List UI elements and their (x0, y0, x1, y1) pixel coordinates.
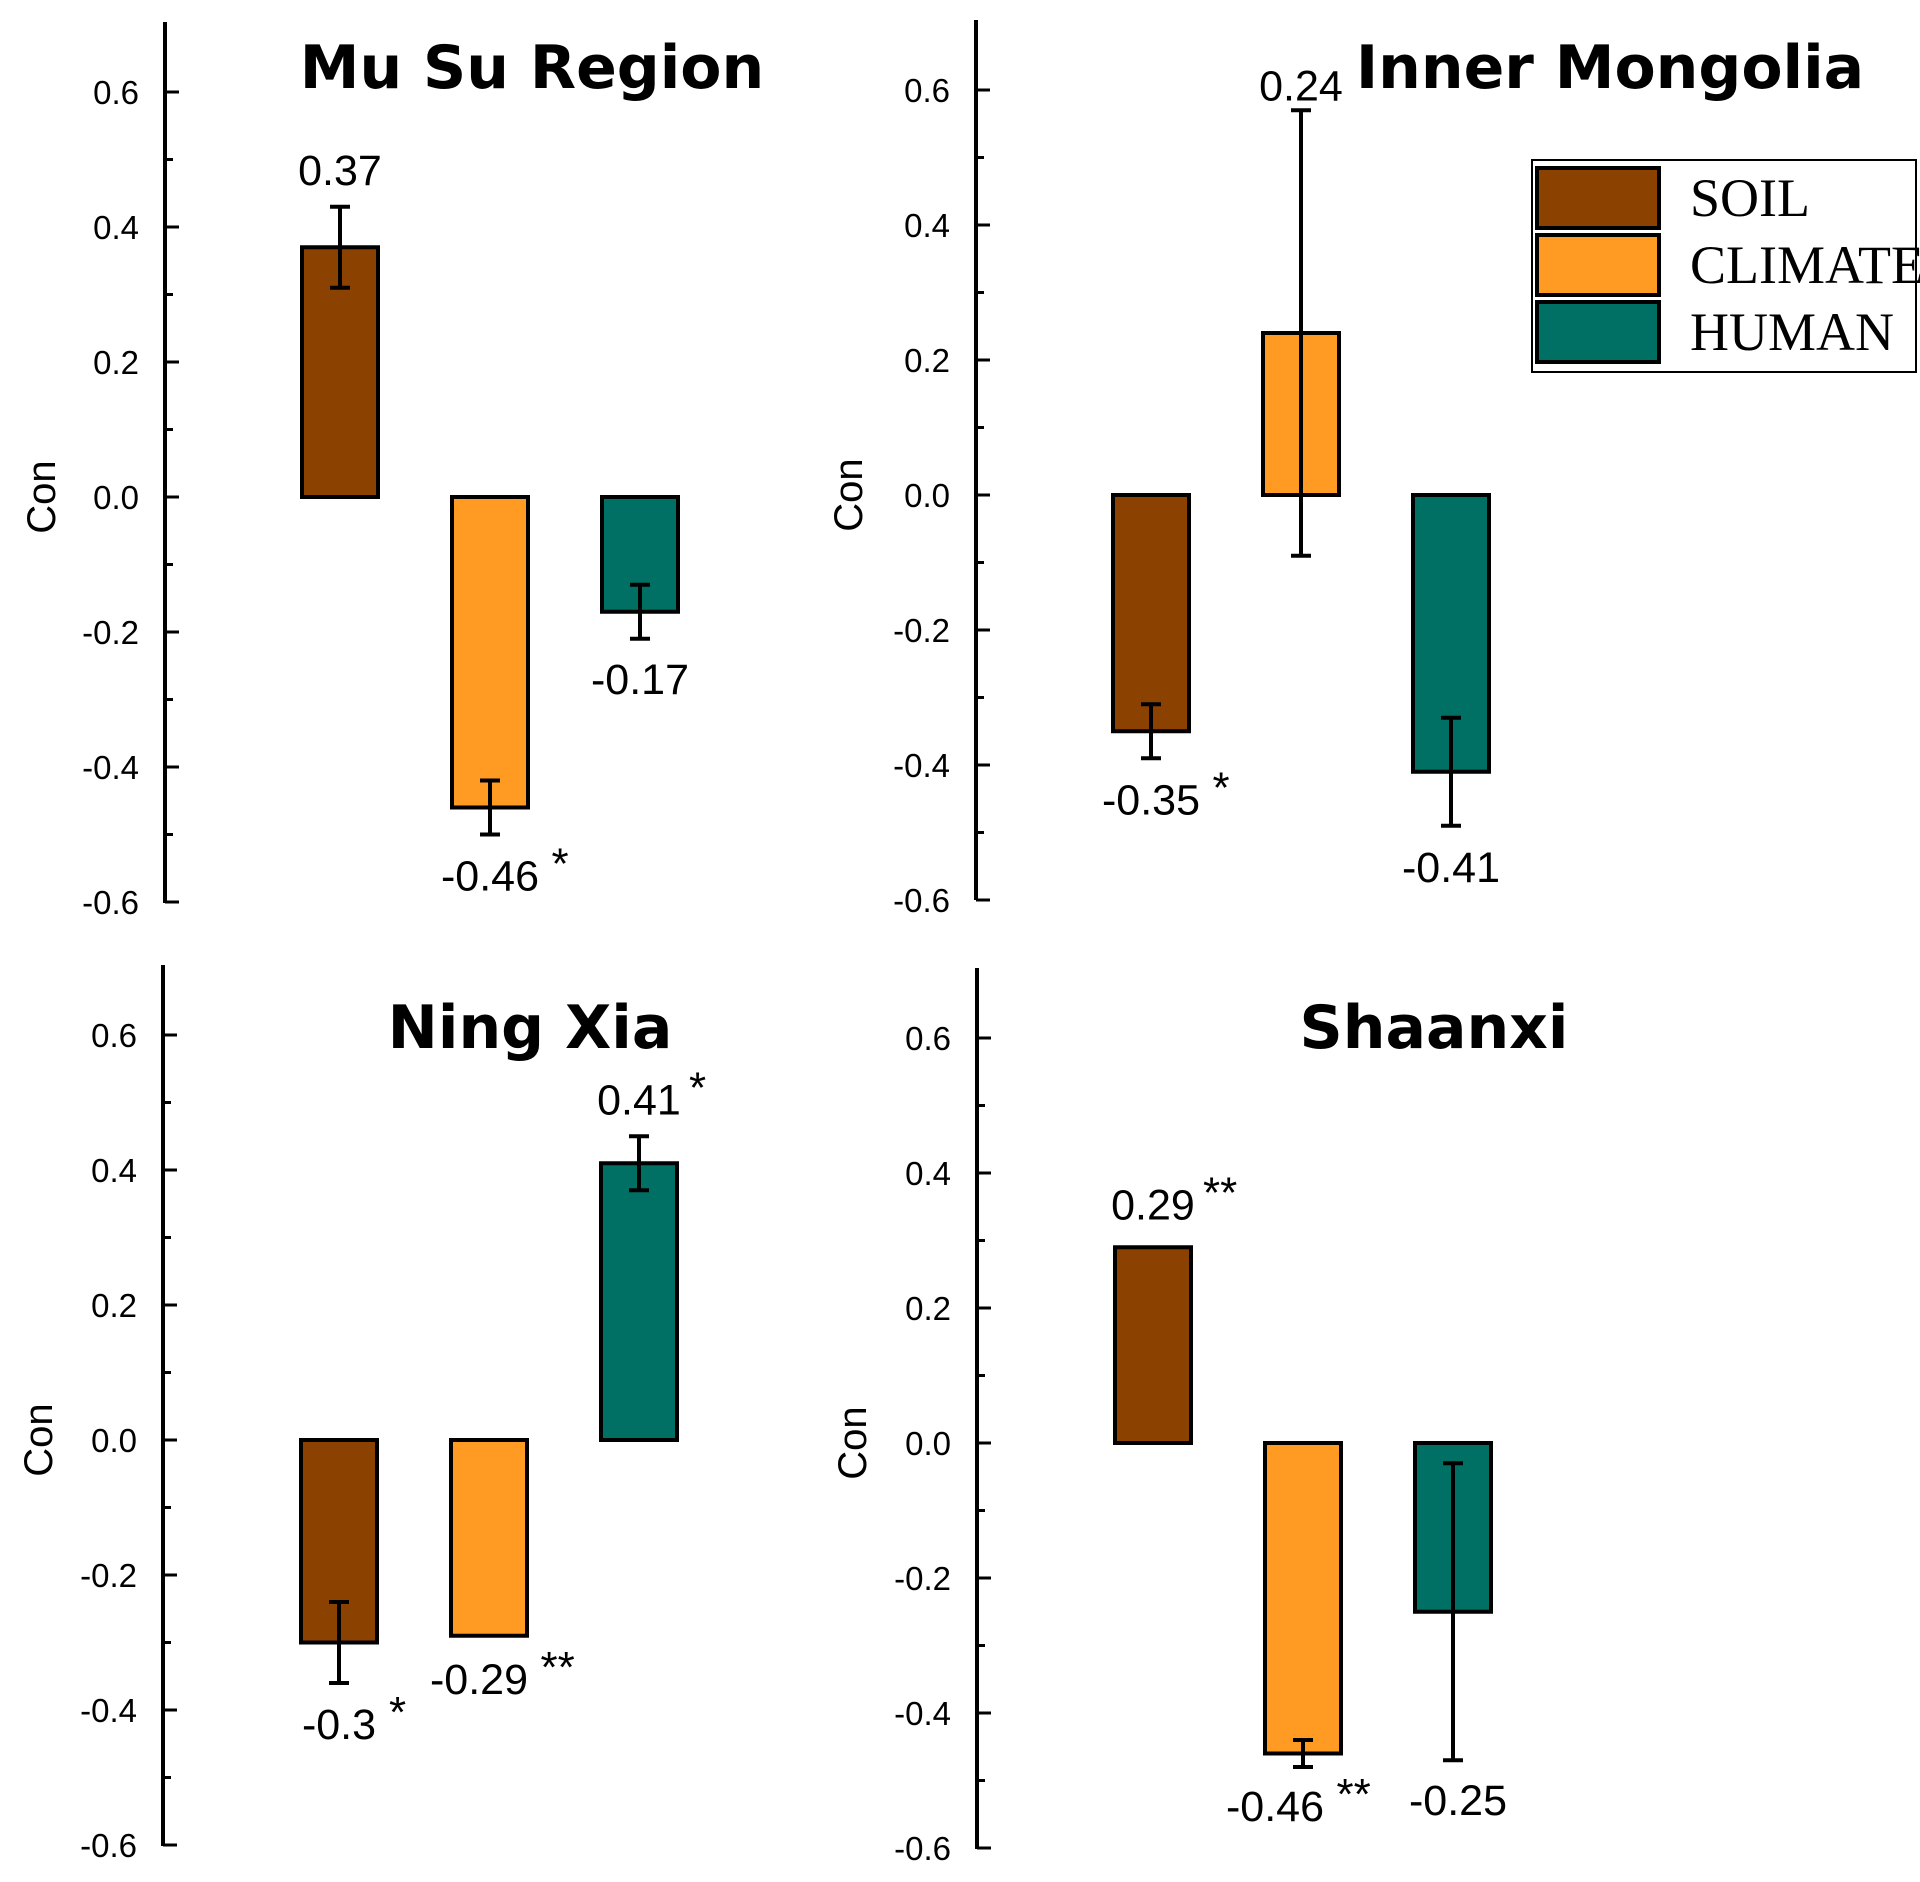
significance-marker: ** (1203, 1168, 1237, 1217)
y-tick-label: -0.2 (80, 1557, 137, 1594)
data-label: 0.29 (1111, 1181, 1195, 1229)
y-tick-label: 0.6 (91, 1017, 137, 1054)
y-axis-label: Con (831, 1406, 875, 1479)
legend-label-human: HUMAN (1690, 302, 1894, 362)
y-tick-label: -0.2 (82, 614, 139, 651)
y-tick-label: 0.2 (91, 1287, 137, 1324)
panel-ning-xia: Ning Xia Con 0.6 0.4 0.2 0.0 -0.2 -0.4 -0.6 -0.3 *… (17, 965, 706, 1864)
data-label: -0.25 (1409, 1777, 1507, 1825)
y-tick-label: 0.4 (93, 209, 139, 246)
y-tick-label: 0.0 (93, 479, 139, 516)
y-tick-label: 0.0 (905, 1425, 951, 1462)
data-label: -0.35 (1102, 776, 1200, 824)
legend-swatch-human (1535, 300, 1661, 364)
data-label: -0.46 (1226, 1783, 1324, 1831)
bar-human (1411, 493, 1491, 774)
y-tick-label: 0.6 (93, 74, 139, 111)
significance-marker: * (552, 840, 569, 889)
significance-marker: ** (1337, 1770, 1371, 1819)
panel-mu-su-region: Mu Su Region Con 0.6 0.4 0.2 0.0 -0.2 -0.4 -0.6 0… (20, 22, 764, 921)
data-label: -0.3 (302, 1701, 376, 1749)
significance-marker: ** (541, 1643, 575, 1692)
y-tick-label: 0.4 (904, 207, 950, 244)
y-tick-label: 0.0 (904, 477, 950, 514)
panel-title: Mu Su Region (300, 33, 764, 103)
y-tick-label: -0.4 (894, 1695, 951, 1732)
data-label: 0.24 (1259, 62, 1343, 110)
legend-label-soil: SOIL (1690, 168, 1810, 228)
y-axis-label: Con (827, 458, 871, 531)
y-tick-label: 0.2 (904, 342, 950, 379)
bar-human (599, 1161, 679, 1442)
y-tick-label: -0.2 (894, 1560, 951, 1597)
y-tick-label: -0.4 (80, 1692, 137, 1729)
y-axis-label: Con (17, 1403, 61, 1476)
legend-swatch-climate (1535, 233, 1661, 297)
y-tick-label: 0.2 (905, 1290, 951, 1327)
bar-climate (1263, 1441, 1343, 1756)
data-label: -0.46 (441, 853, 539, 901)
bar-climate (450, 495, 530, 810)
y-tick-label: -0.6 (80, 1827, 137, 1864)
data-label: -0.29 (430, 1656, 528, 1704)
y-tick-label: 0.6 (905, 1020, 951, 1057)
significance-marker: * (689, 1063, 706, 1112)
bar-soil (1113, 1245, 1193, 1445)
significance-marker: * (1213, 763, 1230, 812)
legend: SOIL CLIMATE HUMAN (1531, 159, 1920, 373)
y-tick-label: 0.6 (904, 72, 950, 109)
legend-label-climate: CLIMATE (1690, 235, 1920, 295)
data-label: -0.17 (591, 656, 689, 704)
y-tick-label: 0.4 (905, 1155, 951, 1192)
y-tick-label: 0.2 (93, 344, 139, 381)
y-axis-label: Con (20, 460, 64, 533)
y-tick-label: -0.4 (893, 747, 950, 784)
y-tick-label: 0.0 (91, 1422, 137, 1459)
significance-marker: * (389, 1688, 406, 1737)
panel-inner-mongolia: Inner Mongolia Con 0.6 0.4 0.2 0.0 -0.2 -0.4 -0.… (827, 20, 1864, 919)
panel-title: Inner Mongolia (1356, 33, 1864, 103)
panel-title: Ning Xia (388, 993, 673, 1063)
y-tick-label: -0.6 (82, 884, 139, 921)
y-tick-label: -0.6 (894, 1830, 951, 1867)
bar-soil (1111, 493, 1191, 734)
y-tick-label: 0.4 (91, 1152, 137, 1189)
y-tick-label: -0.4 (82, 749, 139, 786)
data-label: -0.41 (1402, 844, 1500, 892)
y-tick-label: -0.2 (893, 612, 950, 649)
legend-swatch-soil (1535, 166, 1661, 230)
data-label: 0.41 (597, 1076, 681, 1124)
y-tick-label: -0.6 (893, 882, 950, 919)
panel-title: Shaanxi (1300, 993, 1569, 1063)
data-label: 0.37 (298, 147, 382, 195)
bar-climate (449, 1438, 529, 1638)
